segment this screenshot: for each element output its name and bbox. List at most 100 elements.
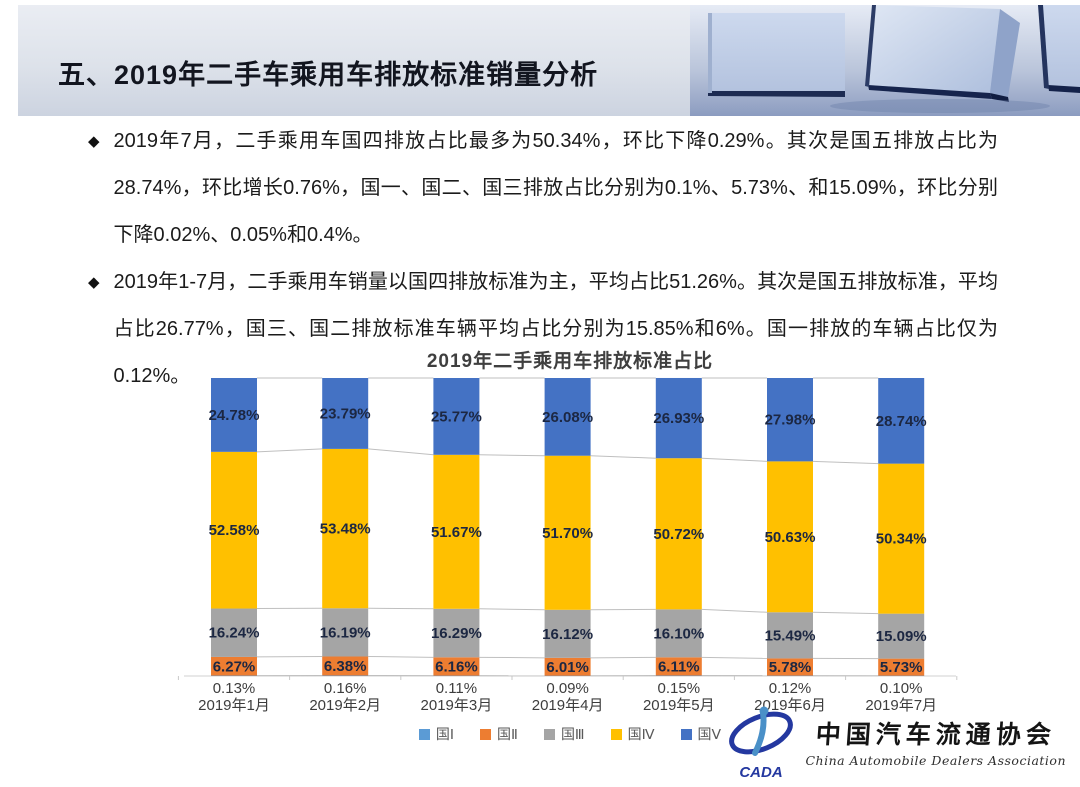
series1-data-label: 0.12% bbox=[769, 680, 812, 697]
segment-data-label: 16.10% bbox=[653, 625, 704, 642]
bar-segment bbox=[322, 675, 369, 676]
bar-segment bbox=[878, 658, 925, 676]
category-label: 2019年7月 bbox=[865, 697, 937, 714]
bar-segment bbox=[544, 455, 591, 610]
legend-label: 国Ⅲ bbox=[560, 726, 585, 742]
bar-segment bbox=[544, 657, 591, 676]
bar-segment bbox=[322, 448, 369, 609]
segment-data-label: 26.93% bbox=[653, 410, 704, 427]
series1-data-label: 0.15% bbox=[658, 680, 701, 697]
bar-segment bbox=[544, 378, 591, 456]
segment-data-label: 24.78% bbox=[209, 407, 260, 424]
bar-segment bbox=[544, 609, 591, 658]
category-label: 2019年6月 bbox=[754, 697, 826, 714]
series-connector-line bbox=[701, 457, 768, 462]
series-connector-line bbox=[479, 656, 545, 659]
bar-segment bbox=[544, 675, 591, 676]
segment-data-label: 16.29% bbox=[431, 625, 482, 642]
series-connector-line bbox=[368, 607, 434, 610]
page-title: 五、2019年二手车乘用车排放标准销量分析 bbox=[58, 60, 599, 90]
category-label: 2019年1月 bbox=[198, 697, 270, 714]
bar-segment bbox=[433, 657, 480, 676]
bar-segment bbox=[767, 658, 813, 676]
bullet-item: ◆ 2019年7月，二手乘用车国四排放占比最多为50.34%，环比下降0.29%… bbox=[88, 118, 998, 259]
series-connector-line bbox=[368, 656, 434, 658]
series-connector-line bbox=[479, 608, 545, 611]
bar-segment bbox=[767, 378, 813, 462]
legend-swatch-icon bbox=[543, 728, 555, 740]
cube-center bbox=[865, 5, 1020, 102]
legend-swatch-icon bbox=[418, 728, 430, 740]
segment-data-label: 51.67% bbox=[431, 524, 482, 541]
category-label: 2019年4月 bbox=[532, 697, 604, 714]
bar-segment bbox=[655, 609, 702, 658]
segment-data-label: 28.74% bbox=[876, 413, 927, 430]
segment-data-label: 5.73% bbox=[880, 659, 923, 676]
emblem-swoosh bbox=[752, 710, 767, 756]
series1-data-label: 0.10% bbox=[880, 680, 923, 697]
category-label: 2019年3月 bbox=[421, 697, 493, 714]
segment-data-label: 6.11% bbox=[658, 658, 700, 675]
bar-segment bbox=[655, 377, 702, 459]
segment-data-label: 16.19% bbox=[320, 624, 371, 641]
bar-segment bbox=[878, 613, 925, 659]
cube-right bbox=[1038, 5, 1080, 93]
series1-data-label: 0.11% bbox=[436, 680, 477, 697]
bar-segment bbox=[878, 463, 925, 614]
bar-segment bbox=[433, 675, 480, 676]
diamond-bullet-icon: ◆ bbox=[88, 133, 100, 150]
legend-swatch-icon bbox=[610, 728, 622, 740]
summary-bullets: ◆ 2019年7月，二手乘用车国四排放占比最多为50.34%，环比下降0.29%… bbox=[88, 118, 998, 400]
cube-left bbox=[708, 13, 845, 97]
bar-segment bbox=[211, 656, 257, 676]
segment-data-label: 25.77% bbox=[431, 408, 482, 425]
legend-item: 国Ⅱ bbox=[480, 724, 518, 744]
segment-data-label: 6.27% bbox=[213, 658, 256, 675]
series1-data-label: 0.16% bbox=[324, 680, 367, 697]
legend-label: 国Ⅰ bbox=[435, 726, 455, 742]
series-connector-line bbox=[812, 460, 879, 465]
series-connector-line bbox=[812, 611, 879, 615]
cube-shadow bbox=[830, 99, 1050, 113]
segment-data-label: 16.12% bbox=[542, 626, 593, 643]
bar-segment bbox=[211, 378, 257, 452]
segment-data-label: 6.01% bbox=[546, 659, 589, 676]
bar-segment bbox=[211, 451, 257, 609]
bar-segment bbox=[655, 657, 702, 676]
bar-segment bbox=[211, 608, 257, 657]
segment-data-label: 27.98% bbox=[765, 412, 816, 429]
cada-emblem-icon: CADA bbox=[729, 706, 794, 781]
segment-data-label: 23.79% bbox=[320, 405, 371, 422]
footer-texts: 中国汽车流通协会 China Automobile Dealers Associ… bbox=[805, 715, 1066, 768]
header-cubes-image bbox=[690, 5, 1080, 116]
segment-data-label: 50.72% bbox=[653, 526, 704, 543]
series-connector-line bbox=[701, 656, 768, 659]
bar-segment bbox=[433, 454, 480, 609]
category-label: 2019年5月 bbox=[643, 697, 715, 714]
bar-segment bbox=[767, 612, 813, 659]
legend-label: 国Ⅴ bbox=[697, 726, 722, 742]
series-connector-line bbox=[590, 455, 656, 459]
bullet-text: 2019年7月，二手乘用车国四排放占比最多为50.34%，环比下降0.29%。其… bbox=[113, 130, 998, 246]
segment-data-label: 15.09% bbox=[876, 628, 927, 645]
segment-data-label: 53.48% bbox=[320, 521, 371, 538]
series1-data-label: 0.09% bbox=[546, 680, 589, 697]
bar-segment bbox=[767, 675, 813, 676]
org-name-english: China Automobile Dealers Association bbox=[805, 752, 1066, 768]
emblem-dot bbox=[759, 706, 769, 716]
bar-segment bbox=[433, 378, 480, 455]
bullet-item: ◆ 2019年1-7月，二手乘用车销量以国四排放标准为主，平均占比51.26%。… bbox=[88, 259, 998, 400]
legend-label: 国Ⅳ bbox=[627, 726, 655, 742]
bar-segment bbox=[322, 656, 369, 676]
legend-item: 国Ⅳ bbox=[610, 724, 655, 744]
segment-data-label: 26.08% bbox=[542, 409, 593, 426]
bar-segment bbox=[878, 675, 925, 676]
bullet-text: 2019年1-7月，二手乘用车销量以国四排放标准为主，平均占比51.26%。其次… bbox=[113, 271, 998, 387]
legend-item: 国Ⅰ bbox=[418, 724, 455, 744]
legend-item: 国Ⅴ bbox=[680, 724, 722, 744]
segment-data-label: 51.70% bbox=[542, 525, 593, 542]
series1-data-label: 0.13% bbox=[213, 680, 256, 697]
segment-data-label: 50.63% bbox=[765, 529, 816, 546]
legend-item: 国Ⅲ bbox=[543, 724, 585, 744]
